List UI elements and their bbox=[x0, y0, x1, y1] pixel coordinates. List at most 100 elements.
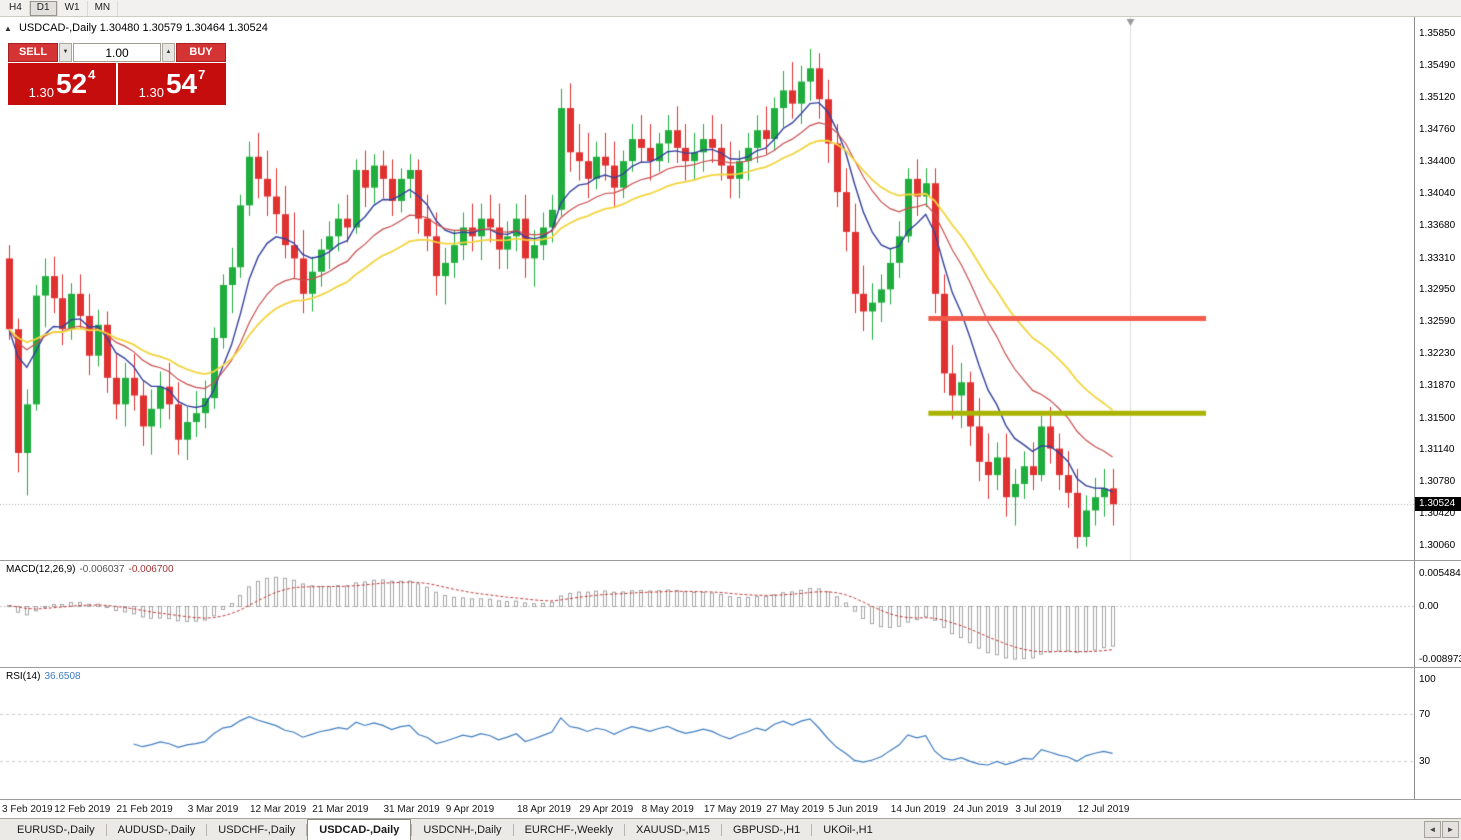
tab-separator bbox=[811, 823, 813, 836]
chart-tab-usdchf-daily[interactable]: USDCHF-,Daily bbox=[218, 824, 296, 836]
date-axis-labels: 3 Feb 2019 12 Feb 2019 21 Feb 2019 3 Mar 20… bbox=[0, 800, 1414, 818]
rsi-label: RSI(14) 36.6508 bbox=[6, 671, 81, 682]
tab-separator bbox=[306, 823, 308, 836]
price-axis-label: 1.34040 bbox=[1419, 187, 1456, 199]
price-axis-label: 1.30780 bbox=[1419, 476, 1456, 488]
macd-value-signal: -0.006700 bbox=[128, 564, 174, 575]
macd-panel: 0.005484 0.00 -0.008973 MACD(12,26,9) -0.00… bbox=[0, 560, 1461, 667]
date-axis-label: 21 Feb 2019 bbox=[116, 804, 173, 815]
macd-name: MACD(12,26,9) bbox=[6, 564, 76, 575]
macd-axis-label: -0.008973 bbox=[1419, 654, 1461, 665]
price-axis-label: 1.32950 bbox=[1419, 284, 1456, 296]
volume-decrease-button[interactable]: ▼ bbox=[59, 43, 72, 62]
tab-separator bbox=[411, 823, 413, 836]
macd-value-main: -0.006037 bbox=[79, 564, 125, 575]
chart-tab-ukoil-h1[interactable]: UKOil-,H1 bbox=[823, 824, 873, 836]
trade-panel-quotes: 1.30 52 4 1.30 54 7 bbox=[8, 63, 226, 105]
timeframe-button-d1[interactable]: D1 bbox=[29, 0, 58, 16]
tab-separator bbox=[105, 823, 107, 836]
rsi-panel: 100 70 30 RSI(14) 36.6508 bbox=[0, 667, 1461, 799]
chart-tab-usdcad-daily[interactable]: USDCAD-,Daily bbox=[307, 819, 412, 840]
macd-label: MACD(12,26,9) -0.006037 -0.006700 bbox=[6, 564, 174, 575]
tab-scroll-left-button[interactable]: ◄ bbox=[1424, 821, 1441, 838]
date-axis-label: 12 Mar 2019 bbox=[250, 804, 307, 815]
macd-axis[interactable]: 0.005484 0.00 -0.008973 bbox=[1414, 561, 1461, 667]
tab-separator bbox=[623, 823, 625, 836]
sell-price-pips: 52 bbox=[55, 68, 88, 99]
date-axis-label: 18 Apr 2019 bbox=[517, 804, 571, 815]
price-axis-label: 1.35490 bbox=[1419, 59, 1456, 71]
date-axis-label: 3 Jul 2019 bbox=[1015, 804, 1062, 815]
trade-panel-controls: SELL ▼ ▲ BUY bbox=[8, 43, 226, 62]
chart-tabs: EURUSD-,Daily AUDUSD-,Daily USDCHF-,Daily U… bbox=[0, 819, 1461, 840]
timeframe-button-mn[interactable]: MN bbox=[88, 0, 119, 16]
date-axis-label: 31 Mar 2019 bbox=[383, 804, 440, 815]
ohlc-info-text: USDCAD-,Daily 1.30480 1.30579 1.30464 1.… bbox=[18, 22, 268, 34]
timeframe-toolbar: H4 D1 W1 MN bbox=[0, 0, 1461, 17]
macd-axis-label: 0.005484 bbox=[1419, 568, 1461, 579]
date-axis-label: 21 Mar 2019 bbox=[312, 804, 369, 815]
rsi-canvas[interactable] bbox=[0, 668, 1414, 799]
sell-price-box[interactable]: 1.30 52 4 bbox=[8, 63, 116, 105]
tab-scroll-right-button[interactable]: ► bbox=[1442, 821, 1459, 838]
buy-button[interactable]: BUY bbox=[176, 43, 226, 62]
timeframe-button-h4[interactable]: H4 bbox=[2, 0, 30, 16]
chart-tab-eurusd-daily[interactable]: EURUSD-,Daily bbox=[17, 824, 95, 836]
price-axis-label: 1.31870 bbox=[1419, 379, 1456, 391]
chart-info-line: ▲ USDCAD-,Daily 1.30480 1.30579 1.30464 … bbox=[4, 22, 268, 34]
one-click-trading-panel: SELL ▼ ▲ BUY 1.30 52 4 1.30 54 7 bbox=[8, 43, 226, 105]
main-chart-canvas[interactable] bbox=[0, 17, 1414, 560]
date-axis-label: 8 May 2019 bbox=[641, 804, 694, 815]
rsi-axis-label: 70 bbox=[1419, 709, 1431, 721]
price-axis-label: 1.32230 bbox=[1419, 348, 1456, 360]
price-axis-label: 1.35850 bbox=[1419, 27, 1456, 39]
tab-separator bbox=[720, 823, 722, 836]
macd-axis-label: 0.00 bbox=[1419, 600, 1439, 612]
price-axis-label: 1.33310 bbox=[1419, 252, 1456, 264]
date-axis-label: 3 Mar 2019 bbox=[187, 804, 239, 815]
date-axis-label: 3 Feb 2019 bbox=[2, 804, 53, 815]
date-axis-label: 5 Jun 2019 bbox=[828, 804, 879, 815]
buy-price-box[interactable]: 1.30 54 7 bbox=[118, 63, 226, 105]
date-axis-label: 29 Apr 2019 bbox=[579, 804, 634, 815]
buy-price-base: 1.30 bbox=[138, 85, 164, 100]
price-axis[interactable]: 1.35850 1.35490 1.35120 1.34760 1.34400 1.340… bbox=[1414, 17, 1461, 560]
rsi-axis[interactable]: 100 70 30 bbox=[1414, 668, 1461, 799]
price-axis-label: 1.30420 bbox=[1419, 508, 1456, 520]
tab-separator bbox=[206, 823, 208, 836]
rsi-value: 36.6508 bbox=[44, 671, 81, 682]
chart-tab-gbpusd-h1[interactable]: GBPUSD-,H1 bbox=[732, 824, 801, 836]
sell-price-base: 1.30 bbox=[28, 85, 54, 100]
date-axis-label: 14 Jun 2019 bbox=[890, 804, 946, 815]
macd-canvas[interactable] bbox=[0, 561, 1414, 667]
timeframe-button-w1[interactable]: W1 bbox=[58, 0, 88, 16]
chart-tab-eurchf-weekly[interactable]: EURCHF-,Weekly bbox=[524, 824, 613, 836]
current-price-badge: 1.30524 bbox=[1415, 496, 1461, 511]
sell-button[interactable]: SELL bbox=[8, 43, 58, 62]
chart-tab-audusd-daily[interactable]: AUDUSD-,Daily bbox=[117, 824, 196, 836]
date-axis-label: 27 May 2019 bbox=[766, 804, 825, 815]
one-click-panel-toggle-icon[interactable]: ▲ bbox=[4, 24, 12, 33]
price-axis-label: 1.35120 bbox=[1419, 92, 1456, 104]
price-axis-label: 1.31140 bbox=[1419, 444, 1455, 456]
date-axis-label: 12 Feb 2019 bbox=[54, 804, 111, 815]
price-axis-label: 1.34400 bbox=[1419, 156, 1456, 168]
price-axis-label: 1.30060 bbox=[1419, 539, 1456, 551]
date-axis-label: 24 Jun 2019 bbox=[953, 804, 1009, 815]
price-axis-label: 1.33680 bbox=[1419, 219, 1456, 231]
rsi-name: RSI(14) bbox=[6, 671, 41, 682]
buy-price-pips: 54 bbox=[165, 68, 198, 99]
rsi-axis-label: 100 bbox=[1419, 674, 1436, 685]
price-axis-label: 1.34760 bbox=[1419, 124, 1456, 136]
volume-input[interactable] bbox=[73, 43, 161, 62]
price-axis-label: 1.31500 bbox=[1419, 412, 1456, 424]
sell-price-point: 4 bbox=[88, 67, 96, 82]
date-axis[interactable]: 3 Feb 2019 12 Feb 2019 21 Feb 2019 3 Mar 20… bbox=[0, 799, 1461, 818]
volume-increase-button[interactable]: ▲ bbox=[162, 43, 175, 62]
chart-tab-bar: EURUSD-,Daily AUDUSD-,Daily USDCHF-,Daily U… bbox=[0, 818, 1461, 840]
tab-separator bbox=[512, 823, 514, 836]
chart-tab-xauusd-m15[interactable]: XAUUSD-,M15 bbox=[635, 824, 710, 836]
price-axis-label: 1.32590 bbox=[1419, 316, 1456, 328]
chart-tab-usdcnh-daily[interactable]: USDCNH-,Daily bbox=[423, 824, 502, 836]
